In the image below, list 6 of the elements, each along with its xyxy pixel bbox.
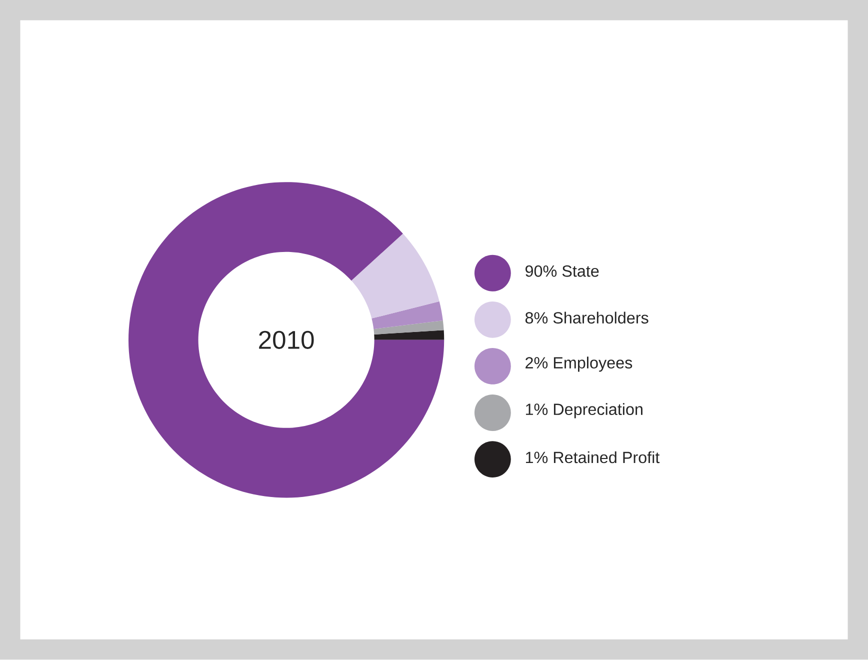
text: 2010 bbox=[259, 331, 314, 350]
legend-label: 1% Retained Profit bbox=[526, 452, 660, 464]
legend-label: 8% Shareholders bbox=[525, 312, 648, 324]
legend-label: 2% Employees bbox=[526, 356, 632, 372]
legend-label: 1% Depreciation bbox=[526, 403, 642, 418]
legend-label: 90% State bbox=[526, 266, 599, 278]
